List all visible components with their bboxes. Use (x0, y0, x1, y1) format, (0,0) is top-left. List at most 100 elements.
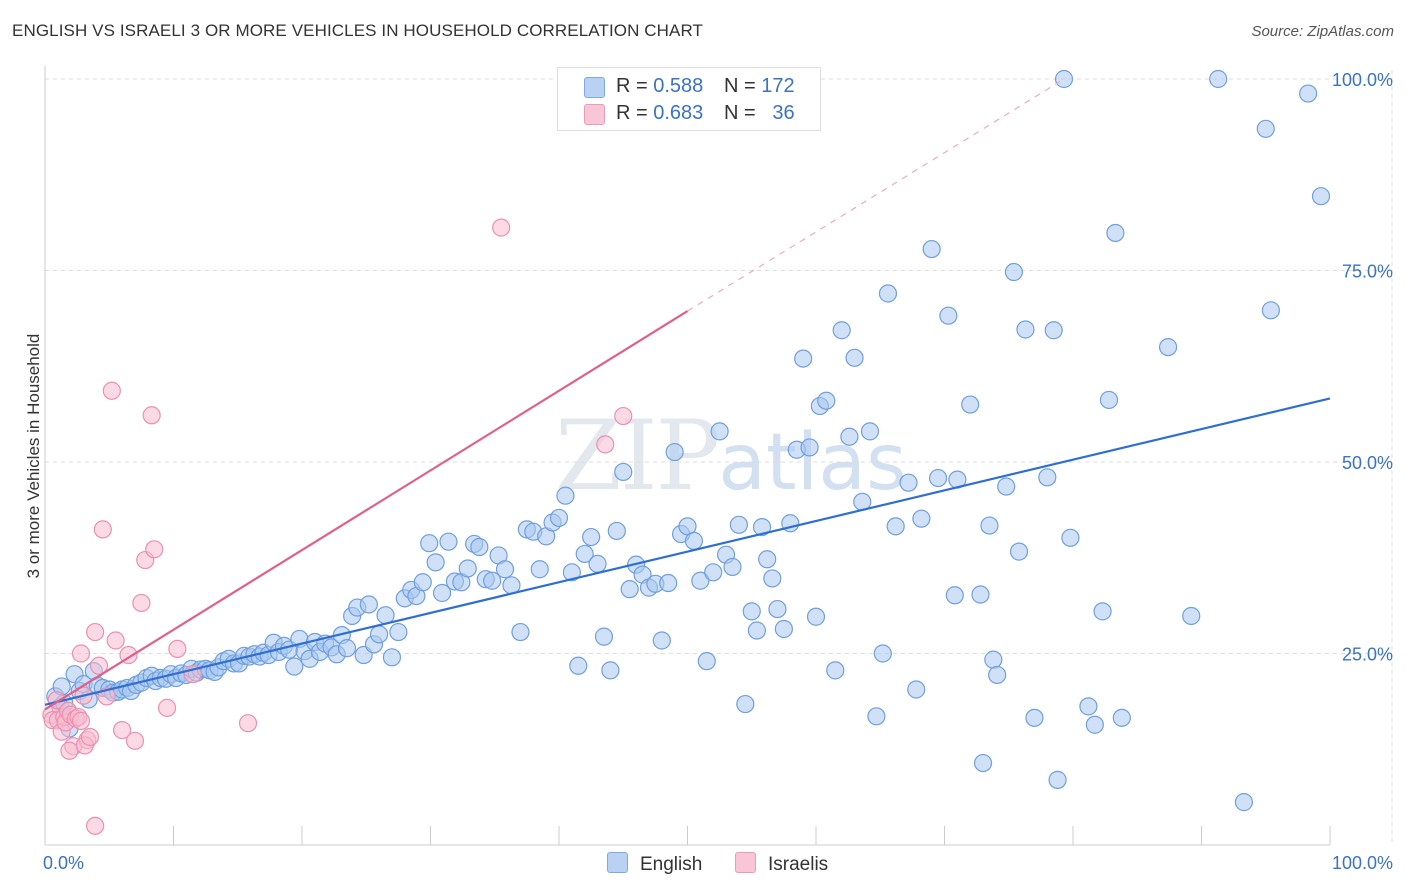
israelis-point (60, 741, 79, 760)
english-point (530, 560, 549, 579)
english-point (826, 661, 845, 680)
english-point (758, 550, 777, 569)
english-point (973, 753, 993, 773)
english-point (922, 239, 941, 259)
english-point (607, 521, 626, 541)
x-tick-label-max: 100.0% (1332, 853, 1393, 873)
english-point (549, 508, 569, 528)
israelis-point (71, 644, 91, 663)
english-point (704, 563, 723, 582)
english-point (495, 560, 515, 579)
english-point (1048, 770, 1067, 789)
english-point (939, 306, 958, 325)
english-point (556, 486, 575, 505)
y-tick-label: 75.0% (1342, 262, 1393, 282)
english-point (652, 631, 671, 650)
english-point (359, 595, 378, 614)
english-point (878, 284, 898, 303)
english-point (659, 573, 678, 593)
english-point (794, 349, 813, 368)
israelis-point (168, 639, 187, 659)
english-point (382, 648, 402, 667)
english-n: N = 172 (724, 75, 795, 98)
english-point (337, 639, 357, 658)
israelis-r-label: R = (616, 102, 648, 124)
english-point (806, 607, 826, 626)
israelis-swatch (584, 104, 605, 125)
x-tick-label-min: 0.0% (43, 853, 84, 873)
english-point (1061, 528, 1080, 547)
israelis-point (86, 816, 105, 835)
english-point (458, 559, 477, 578)
legend-swatch-english (607, 852, 628, 873)
english-n-label: N = (724, 75, 756, 97)
axes (44, 66, 1331, 846)
english-point (562, 563, 581, 582)
legend-item-israelis[interactable]: Israelis (735, 852, 828, 876)
english-point (1004, 262, 1023, 282)
english-point (483, 571, 502, 590)
english-point (723, 557, 742, 577)
israelis-point (614, 406, 633, 426)
israelis-point (112, 720, 132, 740)
chart-title: ENGLISH VS ISRAELI 3 OR MORE VEHICLES IN… (12, 21, 704, 40)
english-point (582, 527, 601, 547)
israelis-n-value: 36 (772, 102, 795, 124)
english-point (1158, 338, 1178, 357)
series-legend: English Israelis (0, 852, 1406, 878)
english-point (432, 583, 452, 603)
english-point (997, 477, 1016, 496)
english-point (1009, 542, 1029, 561)
y-tick-label: 100.0% (1332, 70, 1393, 90)
english-point (1044, 321, 1063, 340)
legend-item-english[interactable]: English (607, 852, 702, 876)
israelis-point (93, 520, 112, 539)
israelis-trend-extension (687, 78, 1065, 312)
english-point (697, 652, 716, 671)
israelis-point (596, 435, 615, 454)
english-point (594, 627, 614, 646)
english-point (620, 580, 639, 599)
english-point (413, 573, 432, 592)
english-point (614, 462, 633, 482)
english-point (817, 391, 836, 410)
legend-label-english: English (640, 854, 703, 875)
israelis-point (125, 731, 145, 750)
english-point (1093, 602, 1112, 621)
israelis-point (106, 631, 125, 650)
english-point (691, 571, 710, 590)
english-trend-line (44, 397, 1331, 706)
english-point (752, 518, 772, 537)
israelis-n: N = 36 (724, 102, 795, 125)
english-point (1099, 390, 1119, 410)
israelis-point (132, 593, 151, 613)
english-point (860, 422, 880, 441)
english-point (575, 544, 594, 564)
english-point (1016, 320, 1035, 339)
english-point (470, 537, 489, 557)
israelis-trend-line (44, 310, 689, 711)
english-point (899, 473, 918, 492)
english-point (1261, 301, 1280, 320)
israelis-point (238, 714, 258, 733)
israelis-point (157, 698, 177, 717)
english-point (710, 422, 729, 441)
tick-labels: 25.0% 50.0% 75.0% 100.0% 0.0% 100.0% (43, 70, 1393, 873)
english-point (569, 656, 588, 675)
english-point (945, 586, 964, 605)
english-point (984, 650, 1003, 669)
israelis-point (86, 622, 105, 642)
israelis-point (145, 540, 164, 559)
english-point (988, 665, 1007, 685)
english-point (971, 585, 990, 604)
english-point (961, 395, 980, 414)
english-point (912, 509, 931, 528)
english-point (511, 622, 530, 642)
correlation-legend: R = 0.588 N = 172 R = 0.683 N = 36 (557, 67, 821, 131)
israelis-r-value: 0.683 (653, 102, 704, 124)
english-point (588, 554, 607, 573)
english-point (845, 348, 864, 367)
english-point (867, 707, 886, 726)
english-point (886, 517, 905, 536)
